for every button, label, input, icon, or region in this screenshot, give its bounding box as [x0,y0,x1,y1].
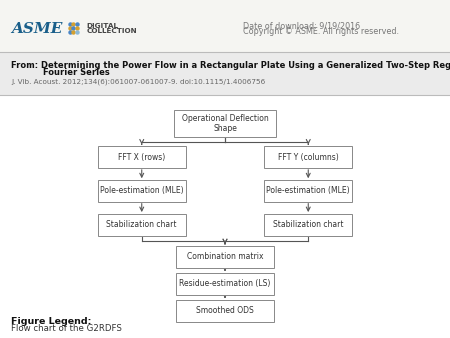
FancyBboxPatch shape [264,214,352,236]
Text: Stabilization chart: Stabilization chart [107,220,177,229]
FancyBboxPatch shape [264,180,352,202]
Text: FFT Y (columns): FFT Y (columns) [278,153,338,162]
Text: Pole-estimation (MLE): Pole-estimation (MLE) [100,187,184,195]
FancyBboxPatch shape [98,214,186,236]
Text: Figure Legend:: Figure Legend: [11,317,92,325]
FancyBboxPatch shape [174,110,276,137]
FancyBboxPatch shape [98,146,186,168]
Text: Smoothed ODS: Smoothed ODS [196,307,254,315]
FancyBboxPatch shape [176,273,274,295]
Text: Pole-estimation (MLE): Pole-estimation (MLE) [266,187,350,195]
Text: Date of download: 9/19/2016: Date of download: 9/19/2016 [243,21,360,30]
Text: FFT X (rows): FFT X (rows) [118,153,166,162]
Text: Fourier Series: Fourier Series [43,68,109,77]
FancyBboxPatch shape [176,246,274,268]
Bar [0,52,450,95]
Text: Combination matrix: Combination matrix [187,252,263,261]
Text: DIGITAL: DIGITAL [87,23,119,29]
Text: From: Determining the Power Flow in a Rectangular Plate Using a Generalized Two-: From: Determining the Power Flow in a Re… [11,61,450,70]
Bar [0,0,450,52]
Text: COLLECTION: COLLECTION [87,28,138,34]
Text: Operational Deflection
Shape: Operational Deflection Shape [182,114,268,133]
Text: J. Vib. Acoust. 2012;134(6):061007-061007-9. doi:10.1115/1.4006756: J. Vib. Acoust. 2012;134(6):061007-06100… [11,78,266,85]
Text: Copyright © ASME. All rights reserved.: Copyright © ASME. All rights reserved. [243,27,399,35]
Text: Flow chart of the G2RDFS: Flow chart of the G2RDFS [11,324,122,333]
FancyBboxPatch shape [264,146,352,168]
Text: Stabilization chart: Stabilization chart [273,220,343,229]
FancyBboxPatch shape [176,300,274,322]
Text: Residue-estimation (LS): Residue-estimation (LS) [179,280,271,288]
FancyBboxPatch shape [98,180,186,202]
Text: ASME: ASME [11,22,63,36]
